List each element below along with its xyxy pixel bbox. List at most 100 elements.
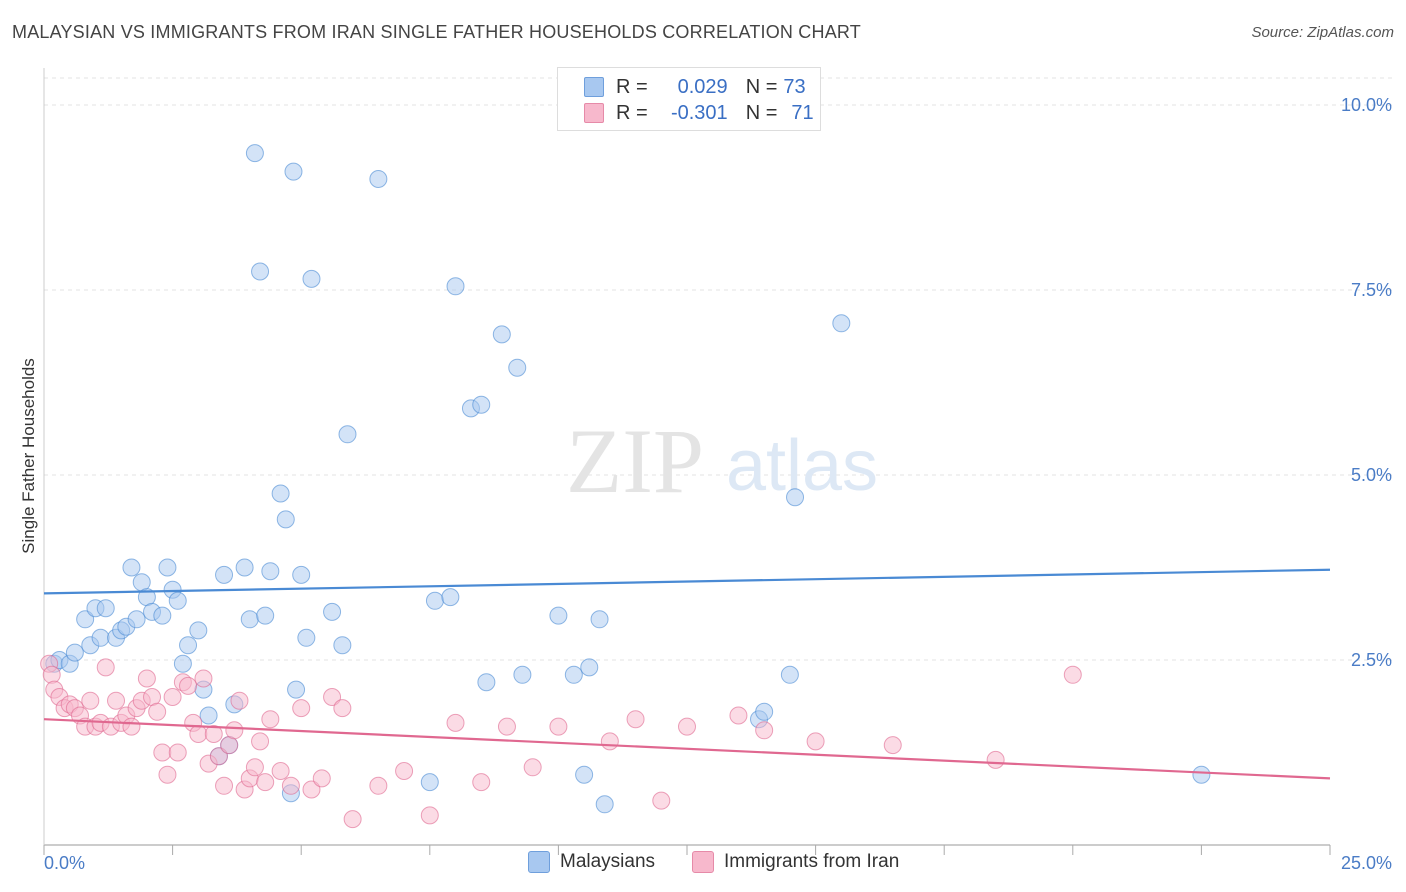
iran-point bbox=[225, 721, 244, 740]
iran-trend-line bbox=[43, 718, 1331, 780]
iran-point bbox=[179, 676, 198, 695]
y-tick-label: 2.5% bbox=[1351, 650, 1392, 670]
source-label: Source: ZipAtlas.com bbox=[1251, 24, 1394, 41]
legend-row-iran: R = -0.301 N = 71 bbox=[584, 100, 814, 126]
iran-point bbox=[204, 725, 223, 743]
malaysians-point bbox=[284, 162, 303, 181]
malaysians-point bbox=[251, 262, 270, 281]
iran-point bbox=[209, 747, 228, 766]
malaysians-point bbox=[240, 610, 259, 629]
malaysians-point bbox=[755, 702, 774, 721]
malaysians-point bbox=[1192, 765, 1211, 784]
malaysians-point bbox=[302, 269, 321, 288]
iran-point bbox=[883, 736, 902, 755]
legend-r-value: 0.029 bbox=[677, 75, 728, 98]
legend-swatch-blue bbox=[584, 77, 604, 97]
iran-point bbox=[194, 669, 213, 688]
malaysians-point bbox=[477, 673, 496, 692]
data-points bbox=[40, 144, 1211, 829]
malaysians-point bbox=[338, 425, 357, 444]
iran-point bbox=[153, 743, 172, 762]
malaysians-point bbox=[590, 610, 609, 629]
iran-point bbox=[986, 750, 1005, 769]
malaysians-point bbox=[446, 277, 465, 296]
iran-point bbox=[292, 699, 311, 718]
malaysians-point bbox=[580, 658, 599, 677]
malaysians-point bbox=[492, 325, 511, 344]
iran-point bbox=[806, 732, 825, 751]
malaysians-point bbox=[91, 628, 110, 647]
iran-point bbox=[281, 776, 300, 795]
x-tick-label-min: 0.0% bbox=[44, 853, 85, 873]
malaysians-point bbox=[297, 628, 316, 647]
malaysians-point bbox=[199, 706, 218, 725]
iran-point bbox=[137, 669, 156, 688]
iran-point bbox=[395, 762, 414, 780]
iran-point bbox=[446, 713, 465, 732]
malaysians-point bbox=[323, 602, 342, 621]
iran-point bbox=[122, 717, 141, 736]
malaysians-point bbox=[261, 562, 280, 581]
iran-point bbox=[1063, 665, 1082, 684]
malaysians-point bbox=[158, 558, 177, 577]
malaysians-point bbox=[245, 144, 264, 163]
iran-point bbox=[42, 665, 61, 684]
malaysians-point bbox=[786, 488, 805, 507]
malaysians-point bbox=[256, 606, 275, 625]
iran-point bbox=[497, 717, 516, 736]
iran-point bbox=[158, 765, 177, 784]
malaysians-point bbox=[271, 484, 290, 503]
iran-point bbox=[626, 710, 645, 729]
iran-point bbox=[189, 725, 208, 743]
malaysians-point bbox=[575, 765, 594, 784]
iran-point bbox=[678, 717, 696, 736]
iran-point bbox=[369, 776, 388, 795]
bottom-legend-swatch-blue bbox=[528, 851, 550, 873]
malaysians-point bbox=[441, 588, 460, 607]
malaysians-point bbox=[173, 654, 192, 673]
malaysians-point bbox=[420, 773, 439, 792]
malaysians-point bbox=[513, 665, 532, 684]
iran-point bbox=[420, 806, 439, 825]
legend-row-malaysians: R = 0.029 N = 73 bbox=[584, 74, 806, 100]
y-tick-labels: 2.5% 5.0% 7.5% 10.0% bbox=[1341, 95, 1392, 670]
bottom-legend-malaysians: Malaysians bbox=[528, 851, 655, 873]
malaysians-point bbox=[122, 558, 141, 577]
malaysians-point bbox=[235, 558, 254, 577]
iran-point bbox=[271, 762, 290, 780]
iran-point bbox=[302, 780, 321, 799]
iran-point bbox=[549, 717, 568, 736]
malaysians-point bbox=[65, 643, 84, 662]
iran-point bbox=[256, 773, 275, 792]
x-tick-label-max: 25.0% bbox=[1341, 853, 1392, 873]
trend-lines bbox=[43, 568, 1331, 780]
malaysians-point bbox=[276, 510, 295, 529]
malaysians-point bbox=[595, 795, 614, 814]
iran-point bbox=[755, 721, 774, 740]
malaysians-point bbox=[333, 636, 352, 655]
iran-point bbox=[523, 758, 542, 777]
malaysians-point bbox=[153, 606, 172, 625]
iran-point bbox=[472, 773, 491, 792]
iran-point bbox=[600, 732, 619, 751]
malaysians-point bbox=[292, 565, 311, 584]
iran-point bbox=[215, 776, 234, 795]
iran-point bbox=[251, 732, 270, 751]
iran-point bbox=[96, 658, 115, 677]
iran-point bbox=[163, 688, 182, 706]
legend-r-label: R = bbox=[616, 101, 648, 124]
malaysians-point bbox=[215, 565, 234, 584]
legend-box: R = 0.029 N = 73 R = -0.301 N = 71 bbox=[557, 67, 821, 131]
legend-r-value: -0.301 bbox=[670, 101, 728, 124]
iran-point bbox=[729, 706, 748, 725]
iran-point bbox=[323, 688, 342, 706]
y-tick-label: 5.0% bbox=[1351, 465, 1392, 485]
y-tick-label: 10.0% bbox=[1341, 95, 1392, 115]
malaysians-point bbox=[76, 610, 95, 629]
legend-n-label: N = bbox=[745, 101, 778, 124]
x-ticks bbox=[43, 845, 1331, 855]
iran-point bbox=[107, 691, 126, 710]
iran-point bbox=[312, 769, 331, 788]
malaysians-point bbox=[127, 610, 146, 629]
